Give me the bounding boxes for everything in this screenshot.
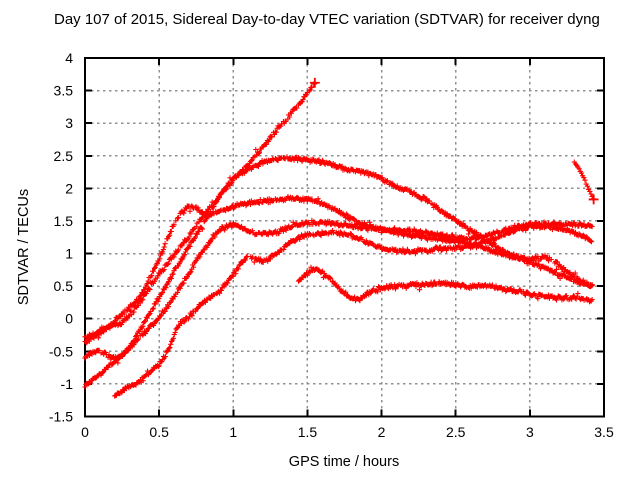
svg-text:0: 0 bbox=[81, 424, 89, 440]
svg-text:0.5: 0.5 bbox=[54, 278, 74, 294]
svg-text:2.5: 2.5 bbox=[446, 424, 466, 440]
svg-text:0: 0 bbox=[65, 311, 73, 327]
svg-text:1: 1 bbox=[229, 424, 237, 440]
series-end-marker bbox=[588, 194, 599, 205]
grid-lines bbox=[85, 58, 604, 417]
svg-text:3.5: 3.5 bbox=[54, 83, 74, 99]
series-arc1-steep-riser bbox=[82, 77, 320, 341]
series-arc4-slow-riser bbox=[112, 221, 595, 399]
series-arc6-low-dip bbox=[295, 264, 595, 305]
svg-text:1.5: 1.5 bbox=[54, 213, 74, 229]
chart-title: Day 107 of 2015, Sidereal Day-to-day VTE… bbox=[54, 11, 600, 28]
svg-text:2: 2 bbox=[378, 424, 386, 440]
svg-text:1.5: 1.5 bbox=[298, 424, 318, 440]
svg-text:2: 2 bbox=[65, 180, 73, 196]
axis-border-and-ticks bbox=[84, 57, 605, 418]
x-axis-label: GPS time / hours bbox=[288, 454, 400, 470]
svg-text:4: 4 bbox=[65, 50, 73, 66]
y-tick-labels: -1.5 -1 -0.5 0 0.5 1 1.5 2 2.5 3 3.5 4 bbox=[49, 50, 73, 425]
svg-text:-0.5: -0.5 bbox=[49, 343, 73, 359]
svg-text:-1.5: -1.5 bbox=[49, 409, 73, 425]
svg-text:2.5: 2.5 bbox=[54, 148, 74, 164]
svg-text:3: 3 bbox=[65, 115, 73, 131]
series-arc7-short-late bbox=[571, 159, 599, 205]
series-arc5-band-riser bbox=[82, 217, 595, 390]
x-tick-labels: 0 0.5 1 1.5 2 2.5 3 3.5 bbox=[81, 424, 614, 440]
y-axis-label: SDTVAR / TECUs bbox=[16, 188, 32, 306]
svg-text:-1: -1 bbox=[61, 376, 74, 392]
svg-text:3: 3 bbox=[526, 424, 534, 440]
svg-text:0.5: 0.5 bbox=[149, 424, 169, 440]
svg-text:3.5: 3.5 bbox=[594, 424, 614, 440]
svg-text:1: 1 bbox=[65, 246, 73, 262]
series-end-marker bbox=[309, 77, 320, 88]
